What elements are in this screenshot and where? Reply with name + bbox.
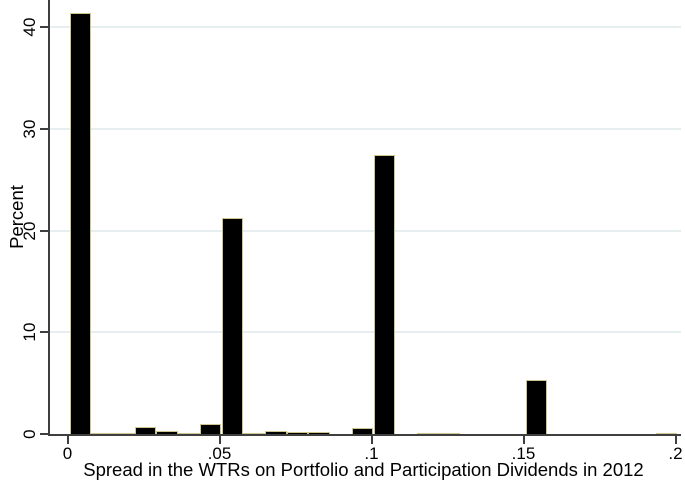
histogram-bar: [264, 431, 287, 434]
plot-area: [48, 0, 681, 436]
x-tick-label-.15: .15: [511, 444, 536, 463]
x-tick-.15: [522, 436, 525, 444]
histogram-bar: [416, 432, 439, 434]
histogram-bar: [91, 432, 113, 434]
x-tick-label-0: 0: [62, 444, 73, 463]
gridline-y-40: [50, 26, 681, 29]
histogram-bar: [438, 432, 461, 434]
y-tick-0: [40, 433, 48, 435]
x-tick-.2: [674, 436, 677, 444]
x-tick-.1: [370, 436, 373, 444]
histogram-bar: [112, 432, 135, 434]
x-tick-label-.2: .2: [668, 444, 683, 463]
gridline-y-10: [50, 331, 681, 334]
histogram-bar: [199, 423, 222, 434]
histogram-bar: [351, 427, 374, 434]
histogram-bar: [221, 218, 244, 434]
histogram-bar: [134, 426, 157, 434]
histogram-bar: [655, 432, 678, 434]
gridline-y-30: [50, 127, 681, 130]
y-tick-label-30: 30: [20, 119, 39, 139]
x-tick-.05: [218, 436, 221, 444]
y-tick-label-0: 0: [20, 429, 39, 439]
histogram-bar: [373, 155, 396, 434]
histogram-bar: [178, 432, 200, 434]
y-tick-40: [40, 26, 48, 29]
x-axis-title: Spread in the WTRs on Portfolio and Part…: [83, 459, 644, 480]
histogram-bar: [156, 430, 179, 434]
histogram-bar: [525, 380, 548, 434]
y-tick-30: [40, 127, 48, 130]
y-tick-label-10: 10: [20, 322, 39, 342]
x-tick-label-.1: .1: [364, 444, 379, 463]
y-tick-20: [40, 229, 48, 232]
y-tick-label-40: 40: [20, 17, 39, 37]
y-tick-10: [40, 331, 48, 334]
x-tick-0: [66, 436, 69, 444]
histogram-bar: [243, 432, 265, 434]
histogram-bar: [286, 431, 309, 434]
histogram-bar: [308, 431, 331, 434]
histogram-bar: [69, 12, 92, 434]
x-tick-label-.05: .05: [207, 444, 232, 463]
y-tick-label-20: 20: [20, 220, 39, 241]
gridline-y-20: [50, 229, 681, 232]
